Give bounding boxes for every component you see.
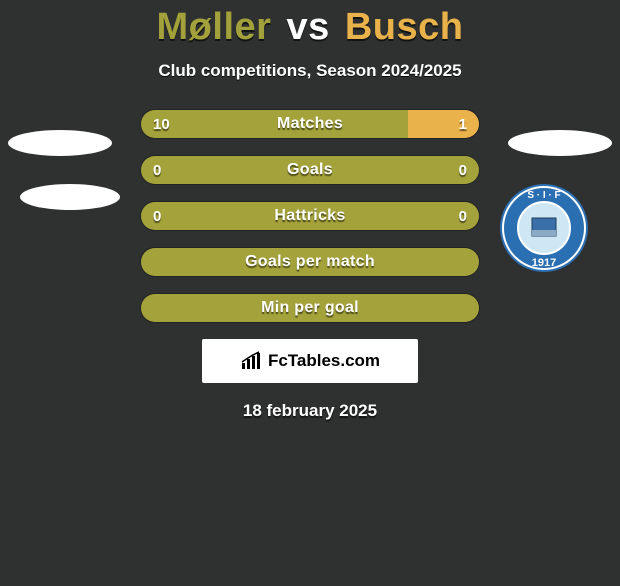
brand-text: FcTables.com [268,351,380,371]
stat-bar: Hattricks0 0 [140,201,480,231]
bar-label: Goals [141,156,479,184]
chart-icon [240,351,264,371]
bar-value-right: 0 [459,202,467,230]
player1-name: Møller [157,6,272,48]
bar-value-left: 0 [153,156,161,184]
bar-value-left: 0 [153,202,161,230]
brand-bold: Fc [268,351,288,370]
player2-name: Busch [345,6,464,48]
stats-bars: Matches101Goals00Hattricks00Goals per ma… [140,109,480,323]
stat-bar: Min per goal [140,293,480,323]
bar-label: Min per goal [141,294,479,322]
vs-text: vs [286,6,329,48]
date-text: 18 february 2025 [0,401,620,421]
bar-label: Goals per match [141,248,479,276]
svg-text:1917: 1917 [532,257,556,269]
stat-bar: Matches10 1 [140,109,480,139]
club-badge: S · I · F 1917 [500,184,588,272]
svg-text:S · I · F: S · I · F [527,190,560,201]
bar-label: Hattricks [141,202,479,230]
comparison-title: Møller vs Busch [0,6,620,49]
bar-value-left: 10 [153,110,170,138]
stat-bar: Goals per match [140,247,480,277]
brand-rest: Tables.com [288,351,380,370]
brand-box: FcTables.com [202,339,418,383]
stat-bar: Goals0 0 [140,155,480,185]
bar-value-right: 0 [459,156,467,184]
right-ellipse-top [508,130,612,156]
subtitle: Club competitions, Season 2024/2025 [0,61,620,81]
bar-value-right: 1 [459,110,467,138]
left-ellipse-1 [8,130,112,156]
bar-label: Matches [141,110,479,138]
left-ellipse-2 [20,184,120,210]
